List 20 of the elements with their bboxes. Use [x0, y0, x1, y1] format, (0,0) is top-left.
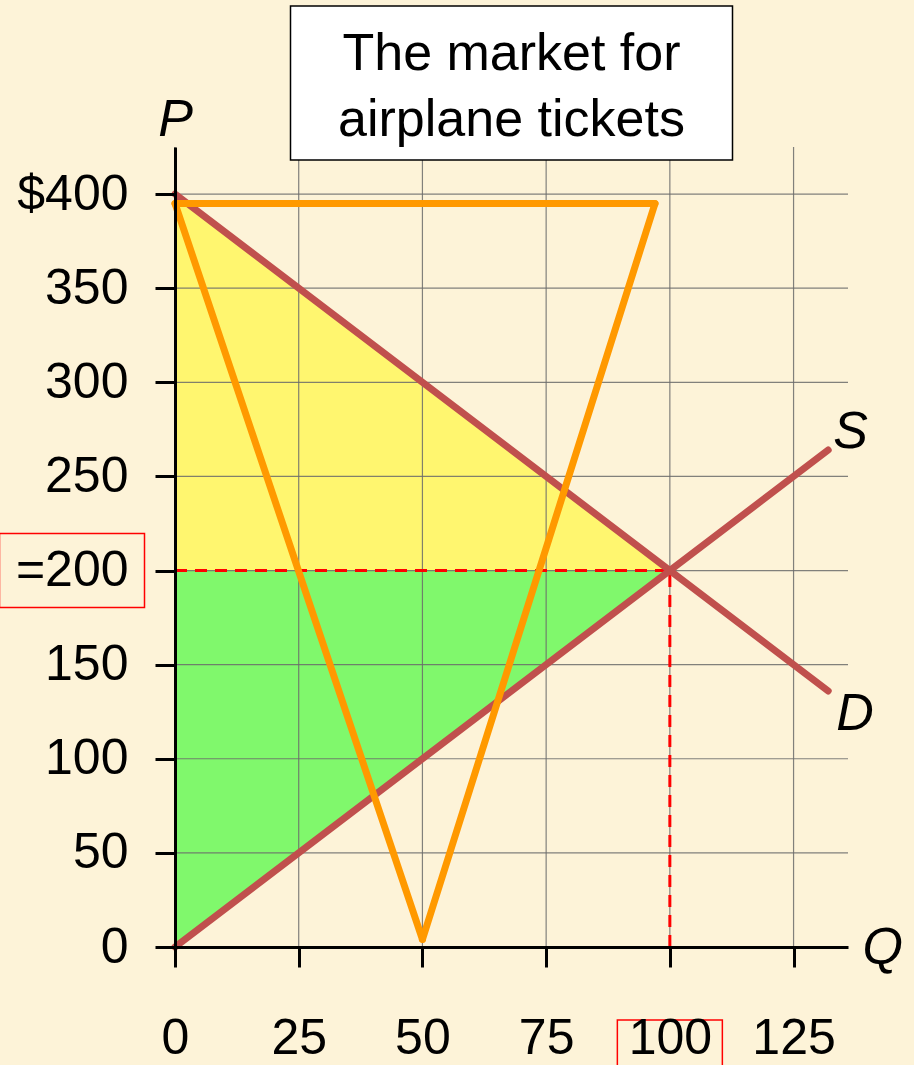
y-tick-label: 350: [45, 258, 129, 315]
x-tick-label: 0: [161, 1008, 190, 1065]
y-tick-label: 50: [72, 823, 129, 880]
x-axis-title: Q: [862, 916, 903, 975]
x-tick-label: 25: [271, 1008, 328, 1065]
y-tick-label: 100: [45, 729, 129, 786]
y-tick-label: 250: [45, 446, 129, 503]
chart-title: The market for airplane tickets: [338, 23, 685, 147]
x-tick-label: 75: [518, 1008, 575, 1065]
series-label: D: [836, 683, 874, 741]
x-tick-label: 100: [628, 1008, 713, 1065]
y-tick-label: 150: [45, 635, 129, 692]
y-tick-label: =200: [15, 541, 129, 598]
y-tick-label: $400: [17, 164, 129, 221]
y-tick-label: 0: [100, 917, 129, 974]
y-axis-title: P: [158, 88, 194, 147]
x-tick-label: 125: [752, 1008, 836, 1065]
y-tick-label: 300: [45, 352, 129, 409]
series-label: S: [833, 401, 869, 460]
x-tick-label: 50: [395, 1008, 451, 1065]
